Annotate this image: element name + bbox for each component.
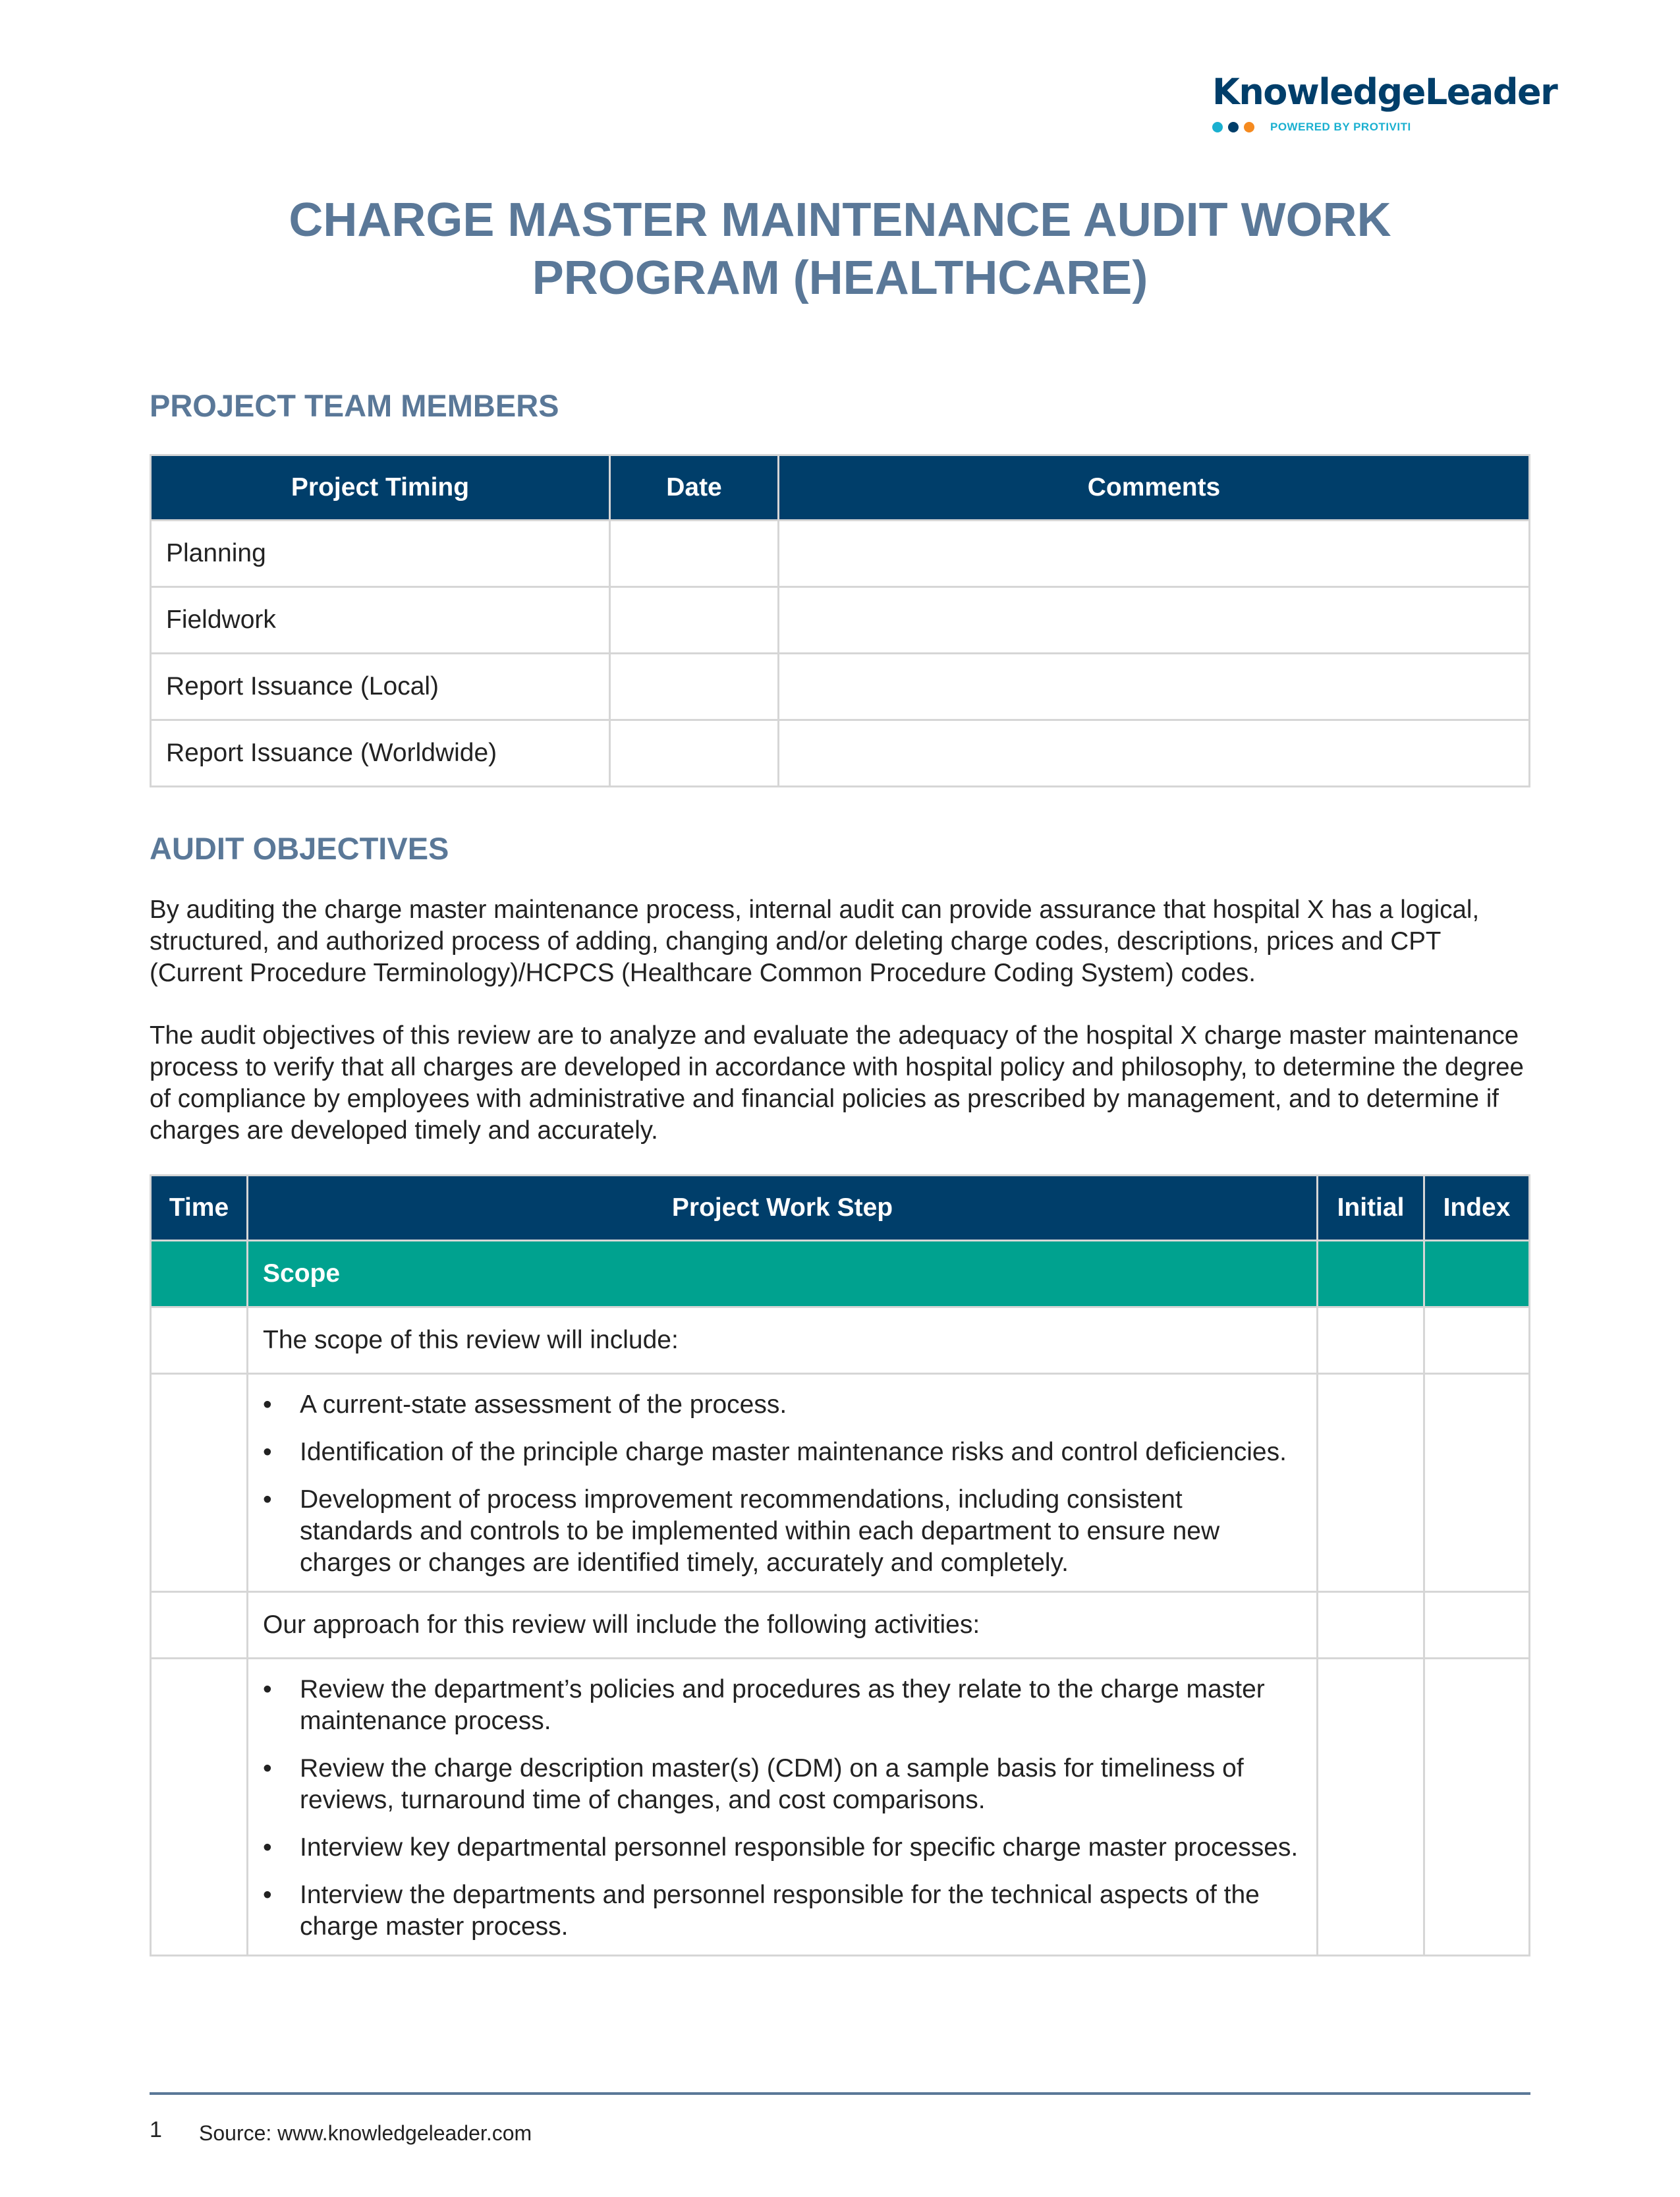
timing-cell: Report Issuance (Worldwide) [150,719,611,787]
date-cell[interactable] [609,719,779,787]
objectives-paragraph-2: The audit objectives of this review are … [150,1021,1524,1145]
logo-dot-icon [1228,122,1239,132]
comments-cell[interactable] [777,652,1530,721]
date-cell[interactable] [609,519,779,588]
index-cell[interactable] [1423,1591,1530,1659]
logo-tagline: POWERED BY PROTIVITI [1270,121,1411,133]
column-header: Date [609,454,779,521]
table-row: Report Issuance (Local) [150,652,1530,721]
step-text: Our approach for this review will includ… [246,1591,1318,1659]
time-cell[interactable] [150,1657,248,1956]
column-header: Project Timing [150,454,611,521]
logo-dot-icon [1244,122,1254,132]
list-item: A current-state assessment of the proces… [263,1389,1302,1421]
column-header: Index [1423,1174,1530,1241]
objectives-heading: AUDIT OBJECTIVES [150,831,449,866]
table-row: The scope of this review will include: [150,1306,1530,1375]
step-text: The scope of this review will include: [246,1306,1318,1375]
list-item: Development of process improvement recom… [263,1484,1302,1579]
date-cell[interactable] [609,586,779,654]
initial-cell[interactable] [1316,1373,1425,1593]
list-item: Review the department’s policies and pro… [263,1674,1302,1737]
index-cell[interactable] [1423,1373,1530,1593]
table-row: Review the department’s policies and pro… [150,1657,1530,1956]
column-header: Time [150,1174,248,1241]
footer-divider [150,2092,1530,2095]
column-header: Initial [1316,1174,1425,1241]
page-number: 1 [150,2117,162,2142]
index-cell[interactable] [1423,1657,1530,1956]
title-line-2: PROGRAM (HEALTHCARE) [532,252,1148,304]
table-row: Planning [150,519,1530,588]
list-item: Review the charge description master(s) … [263,1753,1302,1816]
list-item: Interview key departmental personnel res… [263,1832,1302,1864]
page-title: CHARGE MASTER MAINTENANCE AUDIT WORK PRO… [0,191,1680,307]
time-cell[interactable] [150,1591,248,1659]
source-note: Source: www.knowledgeleader.com [199,2121,532,2145]
initial-cell[interactable] [1316,1591,1425,1659]
column-header: Comments [777,454,1530,521]
comments-cell[interactable] [777,586,1530,654]
section-label: Scope [246,1240,1318,1308]
table-row: Report Issuance (Worldwide) [150,719,1530,787]
team-heading: PROJECT TEAM MEMBERS [150,388,559,423]
logo-dot-icon [1212,122,1223,132]
list-item: Identification of the principle charge m… [263,1437,1302,1468]
index-cell[interactable] [1423,1306,1530,1375]
list-item: Interview the departments and personnel … [263,1879,1302,1943]
objectives-paragraph-1: By auditing the charge master maintenanc… [150,896,1480,987]
step-list-cell: Review the department’s policies and pro… [246,1657,1318,1956]
timing-cell: Report Issuance (Local) [150,652,611,721]
logo-wordmark: KnowledgeLeader [1212,71,1558,113]
title-line-1: CHARGE MASTER MAINTENANCE AUDIT WORK [289,194,1391,246]
step-list-cell: A current-state assessment of the proces… [246,1373,1318,1593]
team-table: Project Timing Date Comments Planning Fi… [150,454,1530,787]
work-program-table: Time Project Work Step Initial Index Sco… [150,1174,1530,1956]
timing-cell: Planning [150,519,611,588]
section-row: Scope [150,1240,1530,1308]
time-cell[interactable] [150,1306,248,1375]
time-cell[interactable] [150,1373,248,1593]
initial-cell[interactable] [1316,1306,1425,1375]
column-header: Project Work Step [246,1174,1318,1241]
table-row: Fieldwork [150,586,1530,654]
initial-cell[interactable] [1316,1657,1425,1956]
timing-cell: Fieldwork [150,586,611,654]
comments-cell[interactable] [777,719,1530,787]
comments-cell[interactable] [777,519,1530,588]
table-row: Our approach for this review will includ… [150,1591,1530,1659]
knowledgeleader-logo: KnowledgeLeader POWERED BY PROTIVITI [1212,71,1558,134]
date-cell[interactable] [609,652,779,721]
table-row: A current-state assessment of the proces… [150,1373,1530,1593]
